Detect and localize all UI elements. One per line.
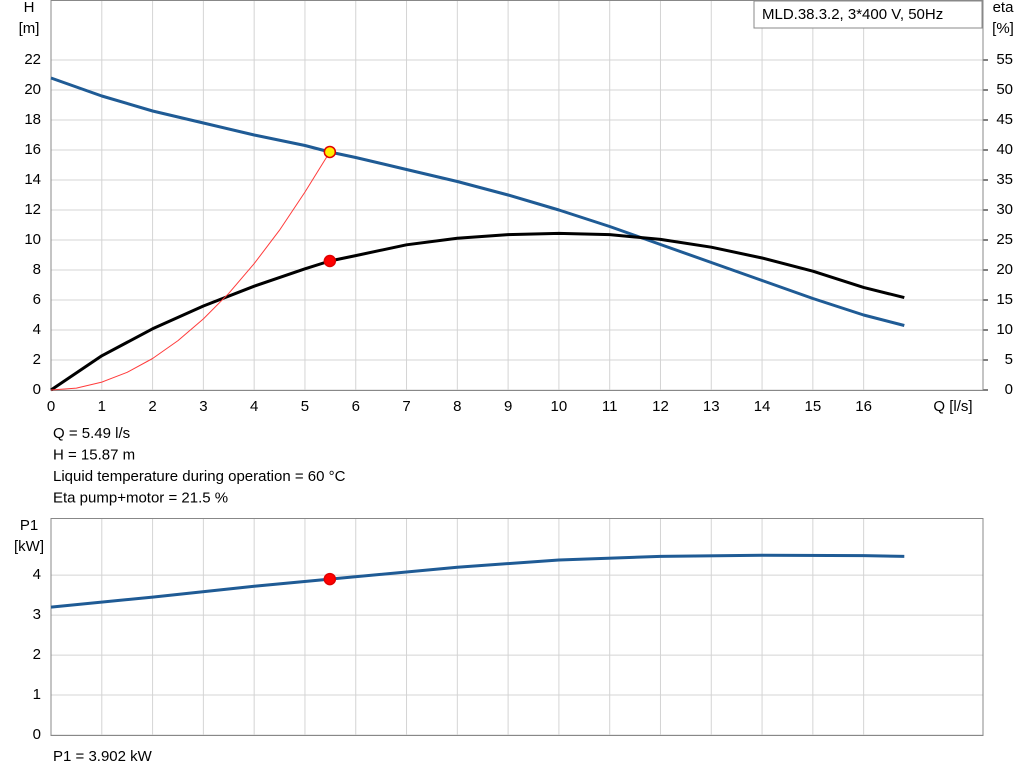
note: H = 15.87 m (53, 446, 135, 463)
y2-tick-label: 40 (996, 141, 1013, 158)
y2-tick-label: 5 (1005, 351, 1013, 368)
y-tick-label: 16 (24, 141, 41, 158)
x-tick-label: 15 (805, 398, 822, 415)
y2-tick-label: 25 (996, 231, 1013, 248)
x-tick-label: 13 (703, 398, 720, 415)
curve (50, 553, 905, 609)
y-tick-label: 6 (33, 291, 41, 308)
y2-tick-label: 50 (996, 81, 1013, 98)
y-tick-label: 2 (33, 351, 41, 368)
x-tick-label: 5 (301, 398, 309, 415)
operating-point (323, 254, 337, 268)
x-tick-label: 7 (402, 398, 410, 415)
y-tick-label: 22 (24, 51, 41, 68)
note: Eta pump+motor = 21.5 % (53, 489, 228, 506)
y-tick-label: 3 (33, 606, 41, 623)
note: Liquid temperature during operation = 60… (53, 468, 346, 485)
y-tick-label: 14 (24, 171, 41, 188)
y-axis-label: [kW] (14, 538, 44, 555)
legend-text: MLD.38.3.2, 3*400 V, 50Hz (762, 6, 943, 23)
y2-axis-label: [%] (992, 20, 1014, 37)
y-tick-label: 0 (33, 381, 41, 398)
x-tick-label: 11 (602, 398, 618, 415)
x-tick-label: 4 (250, 398, 258, 415)
note: P1 = 3.902 kW (53, 748, 153, 765)
x-tick-label: 12 (652, 398, 669, 415)
y2-axis-label: eta (993, 0, 1015, 16)
curve (50, 151, 331, 391)
y2-tick-label: 45 (996, 111, 1013, 128)
x-tick-label: 1 (98, 398, 106, 415)
x-tick-label: 9 (504, 398, 512, 415)
x-axis-label: Q [l/s] (933, 398, 972, 415)
operating-point (323, 145, 337, 159)
y-tick-label: 2 (33, 646, 41, 663)
y-tick-label: 12 (24, 201, 41, 218)
x-tick-label: 14 (754, 398, 771, 415)
x-tick-label: 8 (453, 398, 461, 415)
y-tick-label: 4 (33, 321, 41, 338)
plot-border (50, 0, 984, 391)
y2-tick-label: 55 (996, 51, 1013, 68)
y-axis-label: [m] (19, 20, 40, 37)
curve (50, 231, 905, 392)
y2-tick-label: 35 (996, 171, 1013, 188)
y2-tick-label: 15 (996, 291, 1013, 308)
y-axis-label: H (24, 0, 35, 16)
y2-tick-label: 0 (1005, 381, 1013, 398)
x-tick-label: 3 (199, 398, 207, 415)
y-tick-label: 0 (33, 726, 41, 743)
plot-area (51, 518, 983, 735)
x-tick-label: 10 (551, 398, 568, 415)
plot-border (50, 518, 984, 736)
x-tick-label: 2 (148, 398, 156, 415)
y-tick-label: 20 (24, 81, 41, 98)
legend-box (753, 0, 983, 29)
y-tick-label: 4 (33, 566, 41, 583)
curve (50, 76, 905, 327)
operating-point (323, 572, 337, 586)
x-tick-label: 0 (47, 398, 55, 415)
y2-tick-label: 30 (996, 201, 1013, 218)
y-tick-label: 18 (24, 111, 41, 128)
y2-tick-label: 10 (996, 321, 1013, 338)
x-tick-label: 16 (855, 398, 872, 415)
y-axis-label: P1 (20, 517, 38, 534)
y-tick-label: 10 (24, 231, 41, 248)
y-tick-label: 1 (33, 686, 41, 703)
x-tick-label: 6 (352, 398, 360, 415)
plot-area (51, 0, 983, 390)
y-tick-label: 8 (33, 261, 41, 278)
y2-tick-label: 20 (996, 261, 1013, 278)
note: Q = 5.49 l/s (53, 425, 130, 442)
